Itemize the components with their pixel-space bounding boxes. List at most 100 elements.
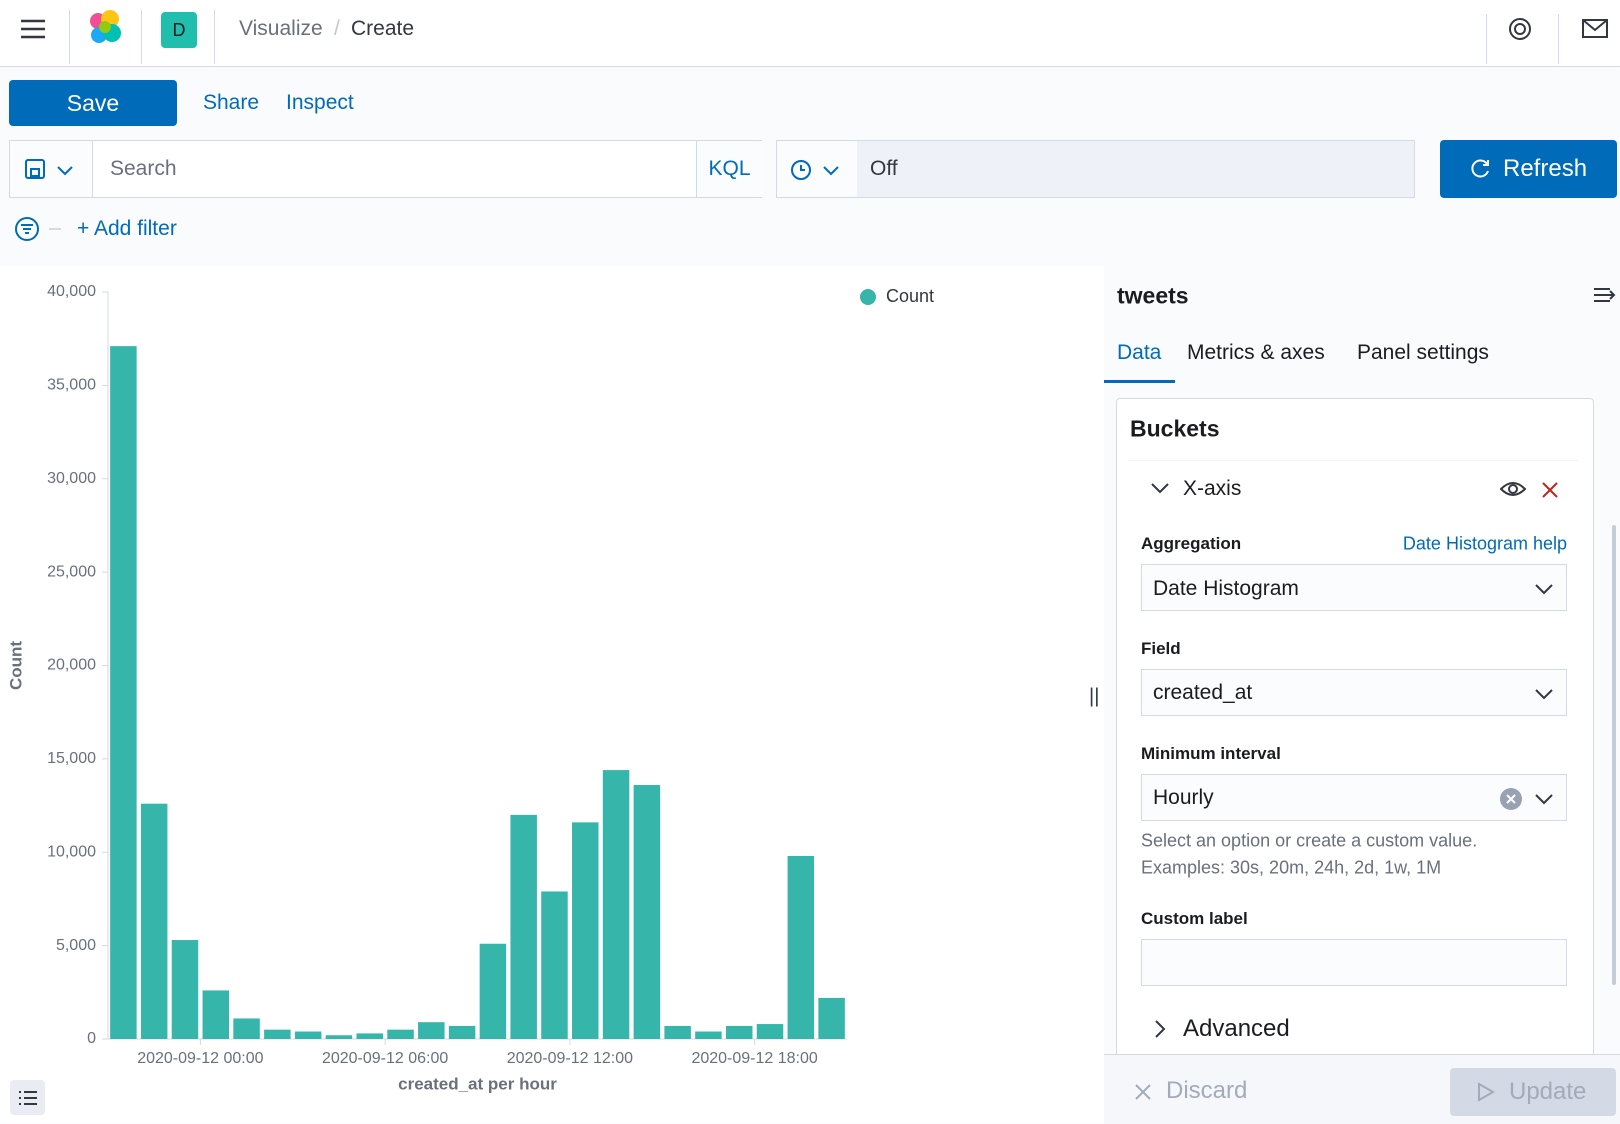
add-filter[interactable]: + Add filter: [77, 217, 177, 240]
bar: [110, 346, 137, 1040]
bar: [448, 1025, 476, 1039]
remove-icon[interactable]: [1541, 481, 1559, 499]
select[interactable]: [1141, 669, 1567, 716]
resize-handle[interactable]: ||: [1089, 685, 1100, 708]
menu-icon[interactable]: [20, 18, 46, 40]
bar: [787, 855, 815, 1039]
index-title: tweets: [1117, 282, 1189, 309]
y-tick-label: 35,000: [47, 377, 96, 394]
bar: [479, 943, 507, 1039]
kql-button[interactable]: KQL: [696, 141, 762, 197]
separator: [141, 10, 142, 64]
inspect-link[interactable]: Inspect: [286, 91, 354, 114]
separator: [214, 10, 215, 64]
field-label: Minimum interval: [1141, 744, 1281, 763]
field-label: Custom label: [1141, 909, 1248, 928]
separator: [1558, 14, 1559, 64]
x-tick-label: 2020-09-12 06:00: [322, 1050, 448, 1067]
y-tick-label: 20,000: [47, 657, 96, 674]
refresh-label: Refresh: [1503, 155, 1588, 182]
text-input[interactable]: [1141, 939, 1567, 986]
clear-icon[interactable]: [1499, 787, 1523, 811]
y-axis-title: Count: [6, 641, 25, 690]
bar: [695, 1031, 722, 1039]
discard-button[interactable]: Discard: [1166, 1077, 1248, 1104]
breadcrumb[interactable]: Visualize: [239, 17, 323, 40]
help-text: Examples: 30s, 20m, 24h, 2d, 1w, 1M: [1141, 857, 1442, 878]
tab[interactable]: Data: [1117, 341, 1162, 364]
filter-icon[interactable]: [14, 216, 66, 242]
chevron-down: [1535, 794, 1553, 805]
y-tick-label: 30,000: [47, 470, 96, 487]
help-icon[interactable]: [1508, 17, 1532, 41]
select[interactable]: [1141, 564, 1567, 611]
refresh-button[interactable]: [1440, 140, 1617, 198]
field-label: Field: [1141, 639, 1181, 658]
chart: 0 5,000 10,000 15,000 20,000 25,000 30,000 35,0…: [6, 283, 934, 1093]
tab[interactable]: Metrics & axes: [1187, 341, 1325, 364]
y-tick-label: 40,000: [47, 283, 96, 300]
bar: [387, 1029, 414, 1039]
scrollbar: [1612, 525, 1616, 985]
logo[interactable]: [86, 8, 124, 46]
bar: [202, 990, 230, 1039]
bar: [633, 785, 661, 1039]
advanced-toggle[interactable]: Advanced: [1183, 1015, 1290, 1042]
update-label: Update: [1509, 1078, 1587, 1105]
bar: [294, 1031, 322, 1039]
bar: [756, 1024, 784, 1039]
collapse-icon[interactable]: [1593, 286, 1617, 306]
y-tick-label: 0: [87, 1030, 96, 1047]
share-link[interactable]: Share: [203, 91, 260, 114]
y-tick-label: 15,000: [47, 750, 96, 767]
breadcrumb-separator: /: [334, 17, 340, 40]
bar: [725, 1025, 753, 1039]
section-title: Buckets: [1130, 415, 1220, 442]
bar: [541, 891, 568, 1039]
y-tick-label: 25,000: [47, 563, 96, 580]
y-tick-label: 10,000: [47, 843, 96, 860]
agg-title: X-axis: [1183, 477, 1242, 500]
toggle-icon[interactable]: [1500, 478, 1526, 500]
field-label: Aggregation: [1141, 534, 1242, 553]
refresh-interval[interactable]: [857, 141, 1414, 197]
bar: [510, 814, 537, 1039]
bar: [602, 770, 630, 1039]
x-tick-label: 2020-09-12 18:00: [691, 1050, 817, 1067]
bar: [140, 803, 168, 1039]
bar: [572, 822, 599, 1039]
separator: [69, 10, 70, 64]
x-tick-label: 2020-09-12 12:00: [507, 1050, 633, 1067]
help-link[interactable]: Date Histogram help: [1402, 533, 1567, 554]
bar: [818, 997, 845, 1039]
y-tick-label: 5,000: [56, 937, 96, 954]
x-axis-title: created_at per hour: [398, 1074, 557, 1093]
search-input[interactable]: Search: [110, 157, 177, 180]
clock-icon[interactable]: [790, 158, 846, 182]
discard-icon: [1135, 1084, 1151, 1100]
save-button[interactable]: Save: [9, 80, 177, 126]
chevron-down: [1535, 584, 1553, 595]
space-avatar[interactable]: D: [161, 12, 197, 48]
chevron-right[interactable]: [1152, 1019, 1168, 1039]
select-value: Date Histogram: [1153, 577, 1299, 600]
update-button[interactable]: [1450, 1068, 1616, 1116]
header: [0, 0, 1620, 67]
bar: [664, 1025, 691, 1039]
combobox-value: Hourly: [1153, 786, 1214, 809]
bar: [325, 1035, 353, 1039]
x-tick-label: 2020-09-12 00:00: [137, 1050, 263, 1067]
list-icon: [19, 1091, 37, 1105]
refresh-icon: [1471, 159, 1489, 178]
chevron-down: [1535, 689, 1553, 700]
bar: [233, 1018, 260, 1039]
combobox[interactable]: [1141, 774, 1567, 821]
refresh-interval-text: Off: [870, 157, 898, 180]
bar: [356, 1033, 383, 1039]
tab[interactable]: Panel settings: [1357, 341, 1489, 364]
mail-icon[interactable]: [1582, 19, 1608, 39]
saved-query-button[interactable]: [10, 141, 93, 197]
tab-underline: [1104, 380, 1175, 383]
chevron-down[interactable]: [1150, 480, 1170, 496]
